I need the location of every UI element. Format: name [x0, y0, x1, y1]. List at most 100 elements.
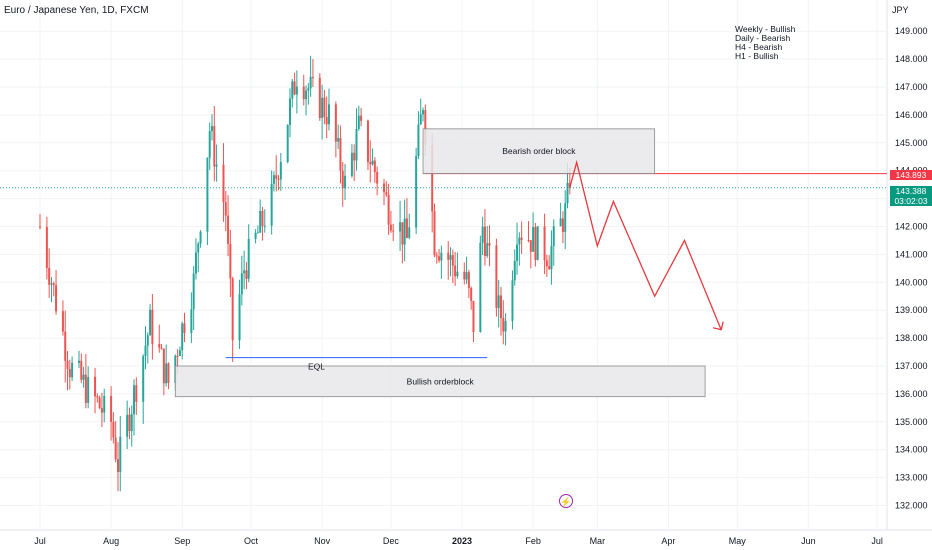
- symbol-title[interactable]: Euro / Japanese Yen, 1D, FXCM: [4, 5, 149, 16]
- candle-up: [479, 242, 482, 332]
- bearish-order-block-label: Bearish order block: [502, 146, 576, 156]
- candle-up: [178, 350, 181, 356]
- level-price-tag: 143.893: [890, 170, 932, 180]
- candle-down: [548, 266, 551, 270]
- candle-down: [435, 255, 438, 257]
- candle-down: [387, 194, 390, 225]
- candle-up: [247, 238, 250, 279]
- candle-down: [45, 226, 48, 268]
- note-daily: Daily - Bearish: [735, 33, 791, 43]
- price-tick-label: 147.000: [895, 82, 928, 92]
- candle-up: [307, 88, 310, 91]
- candle-down: [151, 309, 154, 345]
- candle-up: [50, 283, 53, 285]
- candle-down: [431, 144, 434, 212]
- projection-path: [569, 159, 722, 330]
- time-tick-label: Mar: [590, 536, 606, 546]
- candle-down: [339, 138, 342, 171]
- candle-down: [341, 170, 344, 189]
- candle-up: [449, 255, 452, 260]
- candle-up: [357, 115, 360, 129]
- candle-down: [224, 202, 227, 216]
- candle-down: [454, 265, 457, 277]
- candle-down: [488, 243, 491, 246]
- candle-down: [84, 374, 87, 403]
- candle-up: [270, 183, 273, 226]
- time-axis[interactable]: Jul Aug Sep Oct Nov Dec 2023 Feb Mar Apr May Jun Jul: [34, 536, 883, 546]
- candle-down: [545, 260, 548, 267]
- candle-up: [408, 227, 411, 238]
- candle-down: [135, 385, 138, 402]
- candle-down: [222, 164, 225, 203]
- candle-up: [142, 356, 145, 402]
- time-tick-label: Nov: [314, 536, 331, 546]
- candle-down: [162, 348, 165, 384]
- candle-down: [499, 295, 502, 318]
- candle-down: [389, 224, 392, 231]
- candle-down: [438, 256, 441, 261]
- candle-down: [401, 222, 404, 245]
- candle-down: [467, 272, 470, 288]
- candle-up: [272, 175, 275, 184]
- candle-up: [206, 157, 209, 232]
- candle-down: [318, 77, 321, 118]
- candle-down: [483, 226, 486, 256]
- candle-down: [64, 331, 67, 361]
- candle-up: [197, 243, 200, 253]
- candle-up: [355, 128, 358, 161]
- candle-down: [302, 86, 305, 100]
- bullish-order-block: [174, 365, 706, 398]
- candle-up: [511, 280, 514, 321]
- bias-notes: Weekly - Bullish Daily - Bearish H4 - Be…: [735, 25, 795, 61]
- candle-up: [133, 385, 136, 415]
- candle-up: [126, 414, 129, 437]
- candle-up: [486, 243, 489, 256]
- candle-down: [55, 285, 58, 312]
- candle-up: [190, 309, 193, 334]
- candle-down: [116, 459, 119, 472]
- last-price-tag: 143.388 03:02:03: [890, 186, 932, 206]
- candle-up: [199, 231, 202, 244]
- price-tick-label: 142.000: [895, 222, 928, 232]
- candle-down: [167, 363, 170, 383]
- candle-up: [243, 270, 246, 274]
- candle-down: [277, 178, 280, 180]
- price-tick-label: 145.000: [895, 138, 928, 148]
- candle-down: [334, 104, 337, 142]
- candle-up: [259, 210, 262, 233]
- price-tick-label: 136.000: [895, 389, 928, 399]
- candle-down: [520, 237, 523, 240]
- candle-up: [350, 152, 353, 176]
- price-tick-label: 134.000: [895, 445, 928, 455]
- candle-up: [532, 227, 535, 252]
- candle-down: [48, 267, 51, 285]
- candle-up: [279, 161, 282, 180]
- time-tick-label: 2023: [452, 536, 472, 546]
- countdown-timer: 03:02:03: [894, 196, 928, 206]
- candle-up: [144, 345, 147, 357]
- candle-down: [96, 396, 99, 398]
- candle-up: [263, 225, 266, 227]
- candle-down: [360, 115, 363, 121]
- lightning-icon[interactable]: ⚡: [559, 494, 573, 508]
- candle-up: [344, 175, 347, 189]
- candle-down: [451, 255, 454, 266]
- time-tick-label: Oct: [244, 536, 259, 546]
- candle-down: [495, 245, 498, 309]
- candle-up: [337, 138, 340, 142]
- candle-down: [68, 369, 71, 378]
- candle-down: [227, 215, 230, 244]
- candle-up: [440, 252, 443, 261]
- currency-label[interactable]: JPY: [892, 5, 909, 15]
- candle-up: [192, 273, 195, 310]
- candle-down: [353, 152, 356, 161]
- candle-up: [238, 294, 241, 341]
- candle-up: [71, 362, 74, 378]
- note-h4: H4 - Bearish: [735, 42, 783, 52]
- candle-down: [424, 110, 427, 145]
- candle-down: [245, 270, 248, 279]
- price-tick-label: 141.000: [895, 249, 928, 259]
- candle-down: [311, 76, 314, 78]
- candle-up: [208, 131, 211, 158]
